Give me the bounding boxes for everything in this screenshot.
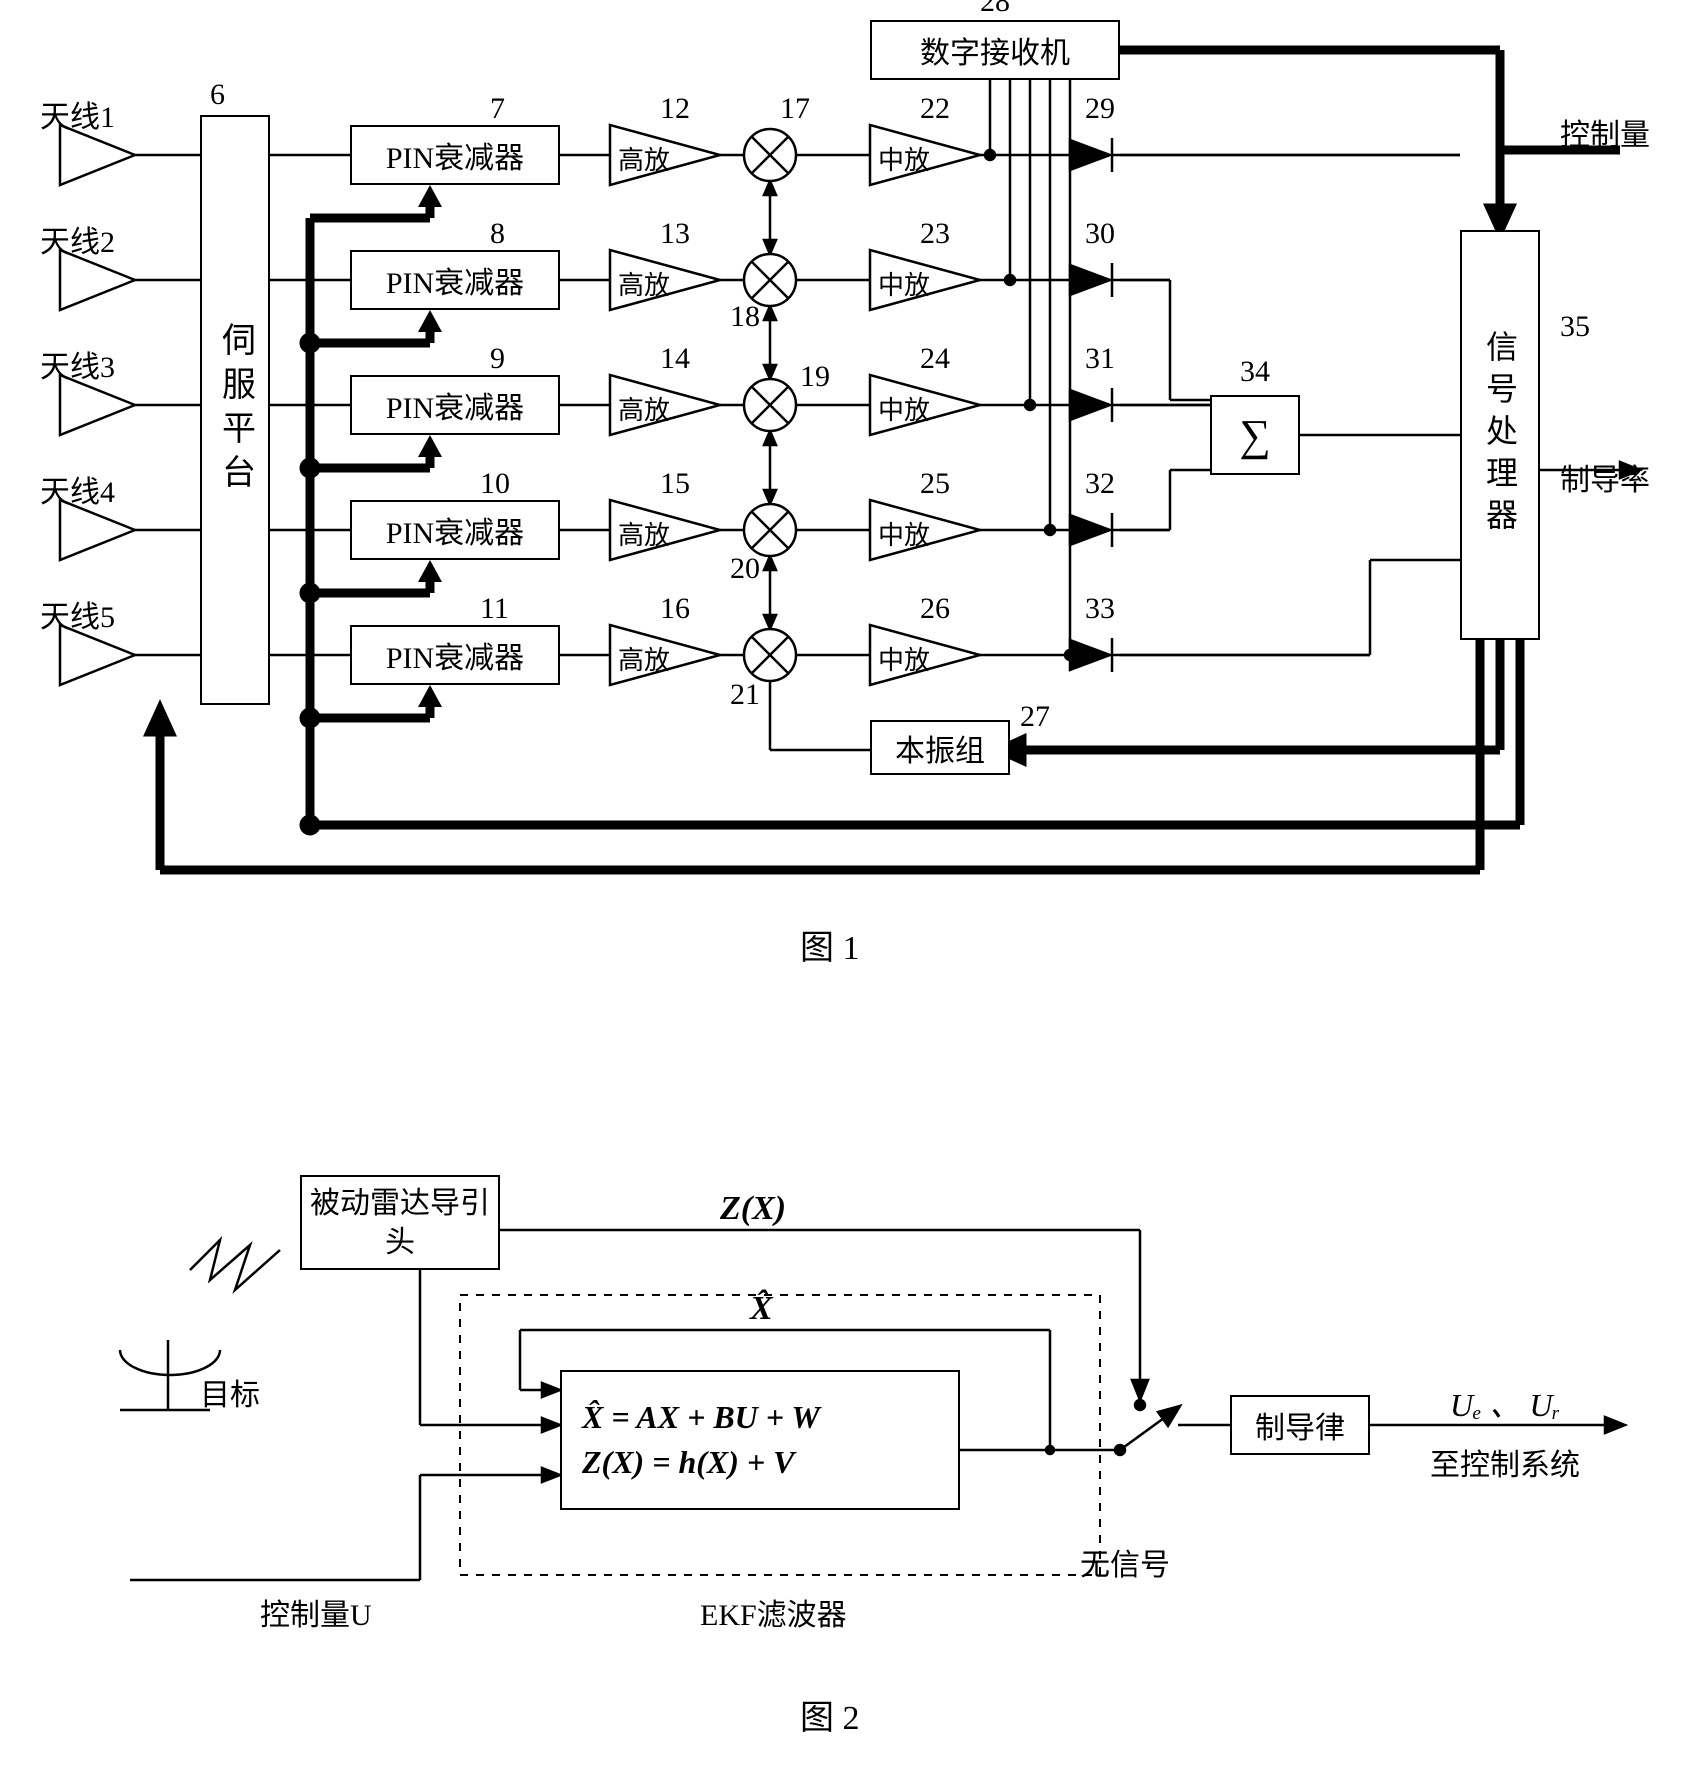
hf-4-num: 15 <box>660 467 690 501</box>
u-out-label: Uₑ 、 Uᵣ <box>1450 1380 1561 1426</box>
antenna-5-label: 天线5 <box>40 592 115 636</box>
law-block: 制导律 <box>1230 1395 1370 1455</box>
fig2-caption: 图 2 <box>800 1690 860 1739</box>
if-2-label: 中放 <box>878 265 930 302</box>
diode-4-num: 32 <box>1085 467 1115 501</box>
target-label: 目标 <box>200 1370 260 1414</box>
if-1-num: 22 <box>920 92 950 126</box>
ctrl-in-label: 控制量 <box>1560 110 1650 154</box>
hf-2-label: 高放 <box>618 265 670 302</box>
if-5-label: 中放 <box>878 640 930 677</box>
ekf-caption: EKF滤波器 <box>700 1590 847 1634</box>
mix-3-num: 19 <box>800 360 830 394</box>
seeker-block: 被动雷达导引头 <box>300 1175 500 1270</box>
pin-2-num: 8 <box>490 217 505 251</box>
hf-5-label: 高放 <box>618 640 670 677</box>
sproc-num: 35 <box>1560 310 1590 344</box>
to-ctrl-label: 至控制系统 <box>1430 1440 1580 1484</box>
pin-5: PIN衰减器 <box>350 625 560 685</box>
mix-2-num: 18 <box>730 300 760 334</box>
hf-4-label: 高放 <box>618 515 670 552</box>
drx-num: 28 <box>980 0 1010 19</box>
if-4-num: 25 <box>920 467 950 501</box>
drx-block: 数字接收机 <box>870 20 1120 80</box>
hf-1-num: 12 <box>660 92 690 126</box>
hf-3-num: 14 <box>660 342 690 376</box>
drx-label: 数字接收机 <box>920 28 1070 72</box>
mix-1-num: 17 <box>780 92 810 126</box>
figure-2: 被动雷达导引头 目标 Z(X) X̂ X̂ = AX + BU + W Z(X)… <box>0 1080 1685 1780</box>
if-3-num: 24 <box>920 342 950 376</box>
pin-3: PIN衰减器 <box>350 375 560 435</box>
if-4-label: 中放 <box>878 515 930 552</box>
diode-2-num: 30 <box>1085 217 1115 251</box>
ekf-eq1: X̂ = AX + BU + W <box>582 1399 820 1436</box>
if-1-label: 中放 <box>878 140 930 177</box>
hf-5-num: 16 <box>660 592 690 626</box>
ekf-eq-block: X̂ = AX + BU + W Z(X) = h(X) + V <box>560 1370 960 1510</box>
mix-4-num: 20 <box>730 552 760 586</box>
if-3-label: 中放 <box>878 390 930 427</box>
diode-1-num: 29 <box>1085 92 1115 126</box>
zx-label: Z(X) <box>720 1190 786 1228</box>
pin-4-label: PIN衰减器 <box>386 508 524 552</box>
sum-symbol: ∑ <box>1239 410 1270 461</box>
hf-3-label: 高放 <box>618 390 670 427</box>
ctrl-u-label: 控制量U <box>260 1590 372 1634</box>
pin-2-label: PIN衰减器 <box>386 258 524 302</box>
servo-num: 6 <box>210 78 225 112</box>
sum-num: 34 <box>1240 355 1270 389</box>
diode-5-num: 33 <box>1085 592 1115 626</box>
seeker-label: 被动雷达导引头 <box>302 1184 498 1262</box>
pin-5-label: PIN衰减器 <box>386 633 524 677</box>
servo-label: 伺服平台 <box>211 322 260 498</box>
pin-1: PIN衰减器 <box>350 125 560 185</box>
pin-2: PIN衰减器 <box>350 250 560 310</box>
rate-out-label: 制导率 <box>1560 455 1650 499</box>
pin-1-label: PIN衰减器 <box>386 133 524 177</box>
figure-1: 伺服平台 6 天线1 天线2 天线3 天线4 天线5 PIN衰减器 PIN衰减器… <box>0 0 1685 980</box>
hf-2-num: 13 <box>660 217 690 251</box>
sum-block: ∑ <box>1210 395 1300 475</box>
sproc-block: 信号处理器 <box>1460 230 1540 640</box>
fig1-caption: 图 1 <box>800 920 860 969</box>
antenna-4-label: 天线4 <box>40 467 115 511</box>
nosig-label: 无信号 <box>1080 1540 1170 1584</box>
pin-3-label: PIN衰减器 <box>386 383 524 427</box>
lo-block: 本振组 <box>870 720 1010 775</box>
pin-4: PIN衰减器 <box>350 500 560 560</box>
antenna-2-label: 天线2 <box>40 217 115 261</box>
antenna-3-label: 天线3 <box>40 342 115 386</box>
if-5-num: 26 <box>920 592 950 626</box>
pin-4-num: 10 <box>480 467 510 501</box>
lo-label: 本振组 <box>895 726 985 770</box>
antenna-1-label: 天线1 <box>40 92 115 136</box>
xhat-label: X̂ <box>750 1290 773 1328</box>
servo-platform-block: 伺服平台 <box>200 115 270 705</box>
pin-1-num: 7 <box>490 92 505 126</box>
mix-5-num: 21 <box>730 678 760 712</box>
sproc-label: 信号处理器 <box>1477 330 1523 540</box>
lo-num: 27 <box>1020 700 1050 734</box>
if-2-num: 23 <box>920 217 950 251</box>
pin-5-num: 11 <box>480 592 509 626</box>
law-label: 制导律 <box>1255 1403 1345 1447</box>
pin-3-num: 9 <box>490 342 505 376</box>
ekf-eq2: Z(X) = h(X) + V <box>582 1444 794 1481</box>
diode-3-num: 31 <box>1085 342 1115 376</box>
hf-1-label: 高放 <box>618 140 670 177</box>
